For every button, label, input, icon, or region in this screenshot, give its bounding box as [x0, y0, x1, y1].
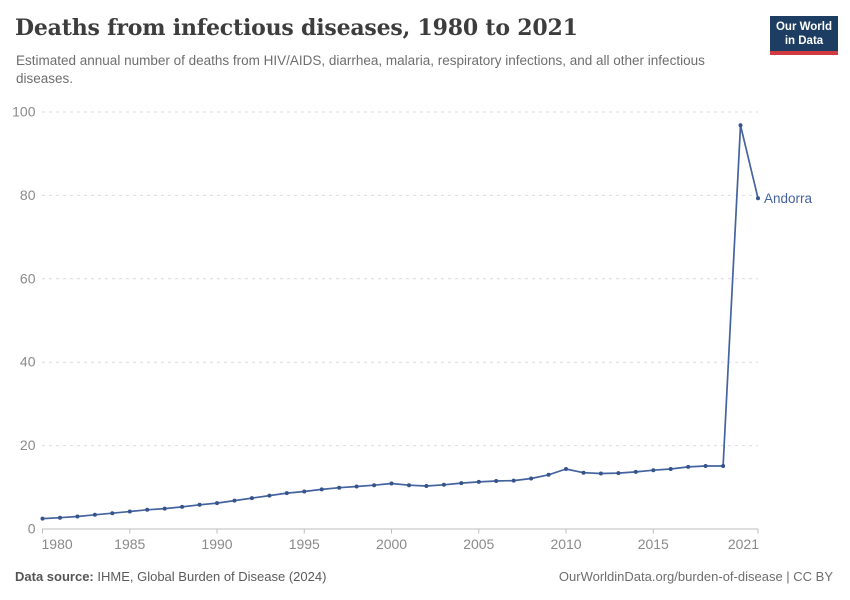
data-point: [319, 487, 324, 492]
data-point: [459, 481, 464, 486]
chart-subtitle: Estimated annual number of deaths from H…: [16, 53, 705, 86]
data-point: [162, 506, 167, 511]
data-point: [476, 479, 481, 484]
data-source-text: IHME, Global Burden of Disease (2024): [97, 569, 327, 584]
data-point: [127, 509, 132, 514]
data-point: [389, 481, 394, 486]
data-point: [686, 464, 691, 469]
y-axis-tick-label: 60: [20, 270, 36, 286]
data-point: [180, 504, 185, 509]
data-point: [284, 491, 289, 496]
data-point: [721, 464, 726, 468]
data-point: [703, 464, 708, 468]
data-point: [215, 501, 219, 506]
data-point: [337, 485, 342, 490]
owid-logo-line1: Our World: [775, 21, 832, 33]
data-point: [232, 498, 237, 503]
x-axis-tick-label: 1985: [114, 536, 145, 552]
data-point: [407, 483, 411, 488]
data-point: [651, 468, 656, 473]
y-axis-tick-label: 40: [20, 354, 36, 370]
data-point: [424, 484, 429, 488]
data-point: [616, 471, 621, 476]
owid-logo-line2: in Data: [784, 35, 824, 47]
data-source: Data source: IHME, Global Burden of Dise…: [15, 569, 326, 584]
data-point: [511, 478, 516, 483]
data-source-label: Data source:: [15, 569, 94, 584]
owid-url-link[interactable]: OurWorldinData.org/burden-of-disease | C…: [558, 569, 833, 584]
data-point: [145, 507, 150, 512]
data-point: [267, 493, 272, 498]
data-point: [249, 496, 254, 501]
data-point: [668, 467, 673, 471]
y-axis-tick-label: 20: [20, 437, 36, 453]
data-point: [110, 511, 115, 516]
data-point: [58, 515, 62, 520]
x-axis-tick-label: 2005: [463, 536, 494, 552]
data-point: [738, 123, 743, 128]
owid-logo: Our World in Data: [770, 16, 838, 55]
data-point: [756, 196, 760, 201]
data-point: [302, 489, 307, 494]
x-axis-tick-label: 2010: [550, 536, 581, 552]
y-axis-tick-label: 80: [20, 187, 36, 203]
y-axis-tick-label: 0: [28, 521, 36, 537]
data-point: [494, 479, 499, 483]
series-label-andorra: Andorra: [764, 191, 813, 206]
data-point: [75, 514, 80, 519]
x-axis-tick-label: 2021: [728, 536, 759, 552]
data-point: [633, 469, 638, 474]
x-axis-tick-label: 2015: [638, 536, 669, 552]
data-point: [546, 472, 551, 477]
data-point: [197, 502, 202, 507]
data-point: [529, 476, 534, 481]
data-point: [441, 482, 446, 487]
y-axis-tick-label: 100: [12, 104, 36, 120]
x-axis-tick-label: 2000: [376, 536, 407, 552]
x-axis-tick-label: 1995: [289, 536, 320, 552]
data-point: [564, 467, 568, 471]
data-point: [598, 471, 603, 476]
page-title: Deaths from infectious diseases, 1980 to…: [15, 15, 578, 41]
series-line-andorra: [42, 124, 759, 520]
data-point: [581, 470, 586, 475]
data-point: [40, 516, 45, 521]
data-point: [354, 484, 359, 489]
data-point: [92, 512, 97, 517]
x-axis-tick-label: 1980: [42, 536, 73, 552]
x-axis-tick-label: 1990: [201, 536, 232, 552]
data-point: [372, 483, 377, 488]
